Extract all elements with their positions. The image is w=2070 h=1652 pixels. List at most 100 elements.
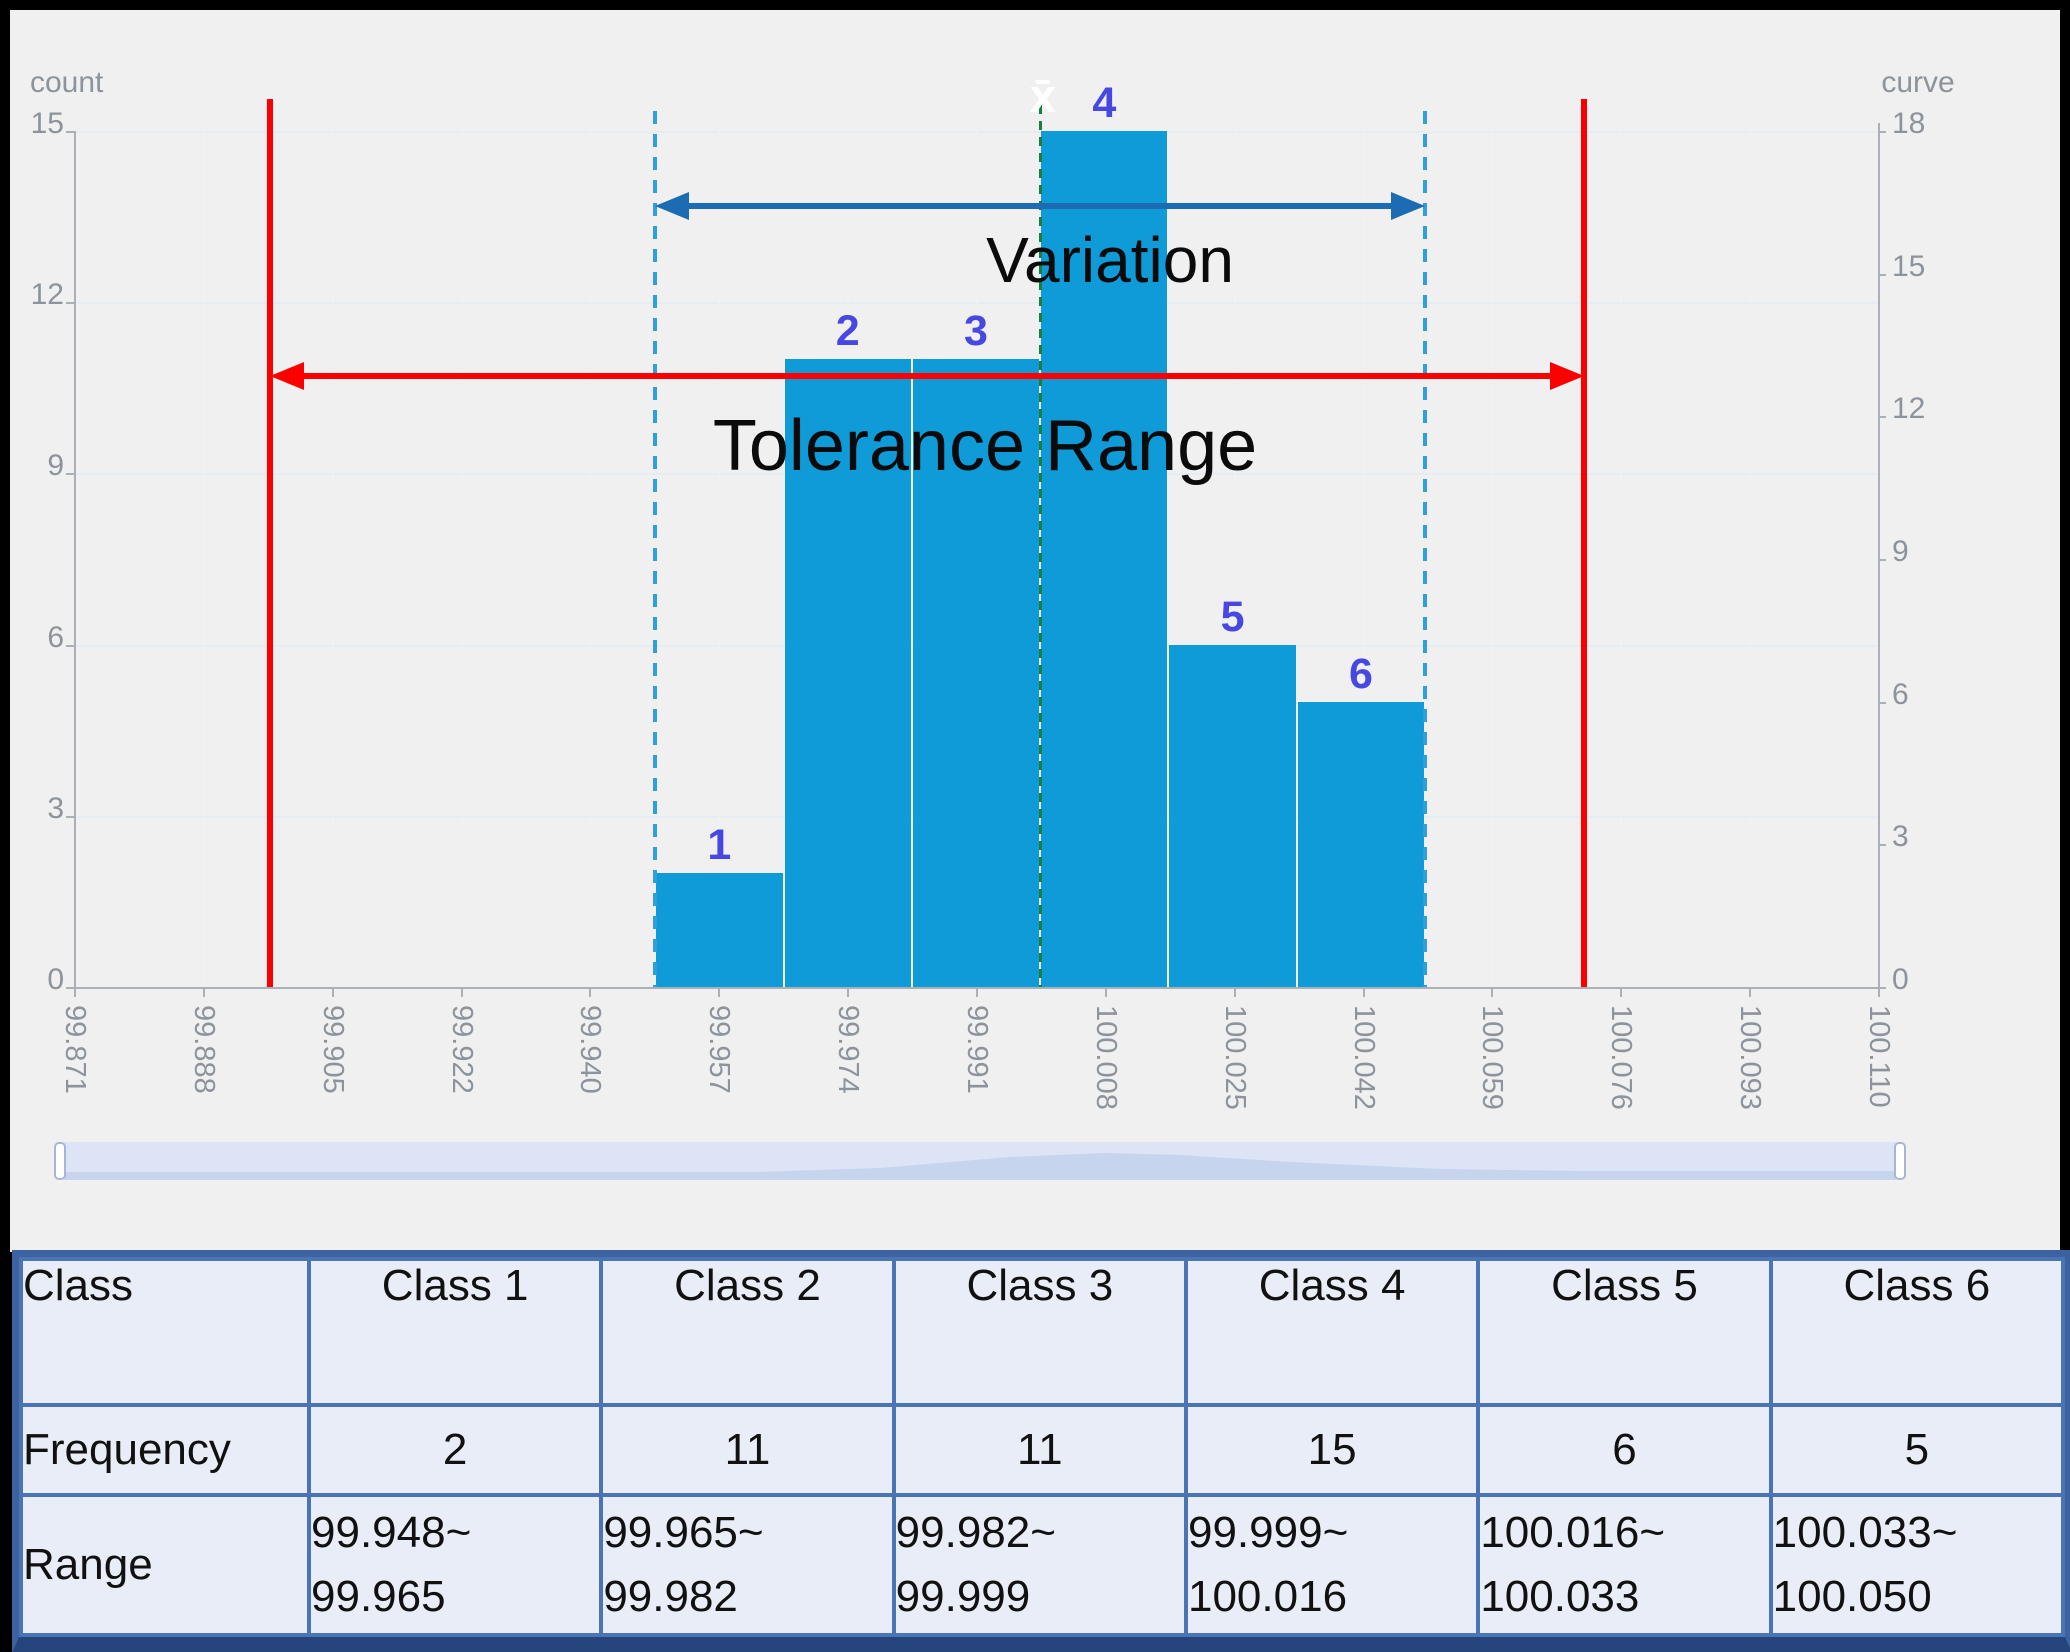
x-tick-label: 100.093 (1734, 1005, 1767, 1110)
class-table-wrap: Class Class 1 Class 2 Class 3 Class 4 Class 5… (12, 1250, 2070, 1652)
navigator-right-handle[interactable] (1894, 1142, 1906, 1180)
curve-tick (1878, 131, 1886, 133)
count-tick-label: 3 (47, 791, 64, 825)
x-tick (460, 987, 463, 997)
navigator-left-handle[interactable] (54, 1142, 66, 1180)
histogram-bar (656, 872, 783, 987)
count-tick-label: 9 (47, 449, 64, 483)
x-tick (1104, 987, 1107, 997)
histogram-bar (1297, 701, 1425, 987)
count-axis-line (74, 131, 76, 987)
variation-label: Variation (986, 224, 1234, 296)
v-gridline (202, 131, 205, 987)
table-range-cell: 100.033~ 100.050 (1768, 1493, 2066, 1637)
table-frequency-cell: 5 (1768, 1403, 2066, 1497)
curve-tick (1878, 559, 1886, 561)
v-gridline (331, 131, 334, 987)
curve-axis-line (1878, 123, 1880, 987)
mean-line (1039, 105, 1043, 987)
x-tick (589, 987, 592, 997)
curve-tick-label: 9 (1892, 535, 1909, 568)
x-tick-label: 99.974 (832, 1005, 865, 1094)
histogram-bar (1169, 644, 1296, 987)
histogram-bar (1041, 131, 1168, 987)
table-frequency-cell: 11 (891, 1403, 1188, 1497)
tolerance-range-label: Tolerance Range (712, 406, 1258, 486)
x-tick (847, 987, 850, 997)
count-tick (66, 131, 74, 133)
x-tick-label: 100.042 (1347, 1005, 1380, 1110)
datazoom-navigator[interactable] (60, 1142, 1900, 1180)
curve-axis-title: curve (1881, 66, 1955, 99)
v-gridline (1233, 131, 1236, 987)
table-class-header: Class 1 (306, 1257, 604, 1407)
v-gridline (1749, 131, 1752, 987)
bar-count-label: 5 (1220, 592, 1245, 641)
x-tick-label: 99.888 (187, 1005, 220, 1094)
curve-tick (1878, 844, 1886, 847)
count-axis-title: count (30, 66, 104, 99)
mean-symbol-label: x̄ (1029, 69, 1057, 122)
x-tick (1878, 987, 1880, 997)
count-tick (66, 302, 74, 305)
variation-arrow-right-head (1391, 192, 1426, 220)
x-tick (1362, 987, 1365, 997)
count-tick-label: 6 (47, 620, 64, 654)
table-range-cell: 99.999~ 100.016 (1183, 1493, 1481, 1637)
table-range-cell: 99.948~ 99.965 (306, 1493, 604, 1637)
tolerance-lower-line (267, 99, 274, 987)
table-class-header: Class 3 (891, 1257, 1188, 1407)
tolerance-arrow-left-head (270, 362, 305, 390)
x-tick (331, 987, 334, 997)
tolerance-arrow-line (296, 373, 1558, 379)
table-class-header: Class 2 (599, 1257, 896, 1407)
table-range-cell: 100.016~ 100.033 (1476, 1493, 1773, 1637)
curve-tick (1878, 273, 1886, 276)
variation-arrow-line (681, 203, 1400, 209)
x-tick-label: 100.110 (1863, 1005, 1895, 1108)
count-tick-label: 15 (30, 107, 64, 140)
table-class-header: Class 5 (1476, 1257, 1773, 1407)
curve-tick-label: 0 (1892, 963, 1909, 996)
count-tick (66, 815, 74, 818)
count-tick (66, 644, 74, 647)
x-tick (1233, 987, 1236, 997)
x-tick (74, 987, 76, 997)
count-tick-label: 0 (47, 963, 64, 996)
variation-upper-line (1423, 111, 1428, 987)
v-gridline (589, 131, 592, 987)
curve-tick (1878, 416, 1886, 419)
navigator-wave (60, 1153, 1900, 1180)
count-tick (66, 473, 74, 476)
v-gridline (1620, 131, 1623, 987)
x-tick-label: 99.940 (574, 1005, 607, 1094)
curve-tick-label: 15 (1892, 249, 1926, 283)
table-frequency-cell: 2 (306, 1403, 604, 1497)
x-tick (1749, 987, 1752, 997)
table-row-label-class: Class (19, 1257, 311, 1407)
table-frequency-cell: 6 (1476, 1403, 1773, 1497)
x-axis-line (74, 987, 1880, 989)
x-tick-label: 100.025 (1218, 1005, 1251, 1110)
curve-tick-label: 18 (1892, 107, 1926, 140)
bar-count-label: 2 (835, 307, 860, 356)
variation-arrow-left-head (655, 192, 690, 220)
x-tick-label: 99.991 (961, 1005, 993, 1094)
v-gridline (718, 131, 721, 987)
x-tick-label: 100.008 (1089, 1005, 1122, 1110)
v-gridline (1362, 131, 1365, 987)
tolerance-arrow-right-head (1549, 362, 1584, 390)
bar-count-label: 4 (1092, 79, 1117, 127)
variation-lower-line (653, 111, 658, 987)
x-tick (976, 987, 978, 997)
table-frequency-cell: 11 (599, 1403, 896, 1497)
bar-count-label: 1 (707, 820, 732, 869)
x-tick-label: 100.059 (1476, 1005, 1509, 1110)
curve-tick-label: 3 (1892, 820, 1909, 854)
table-row-label-range: Range (19, 1493, 311, 1637)
x-tick-label: 99.871 (59, 1005, 91, 1094)
v-gridline (460, 131, 463, 987)
x-tick (1620, 987, 1623, 997)
x-tick (202, 987, 205, 997)
